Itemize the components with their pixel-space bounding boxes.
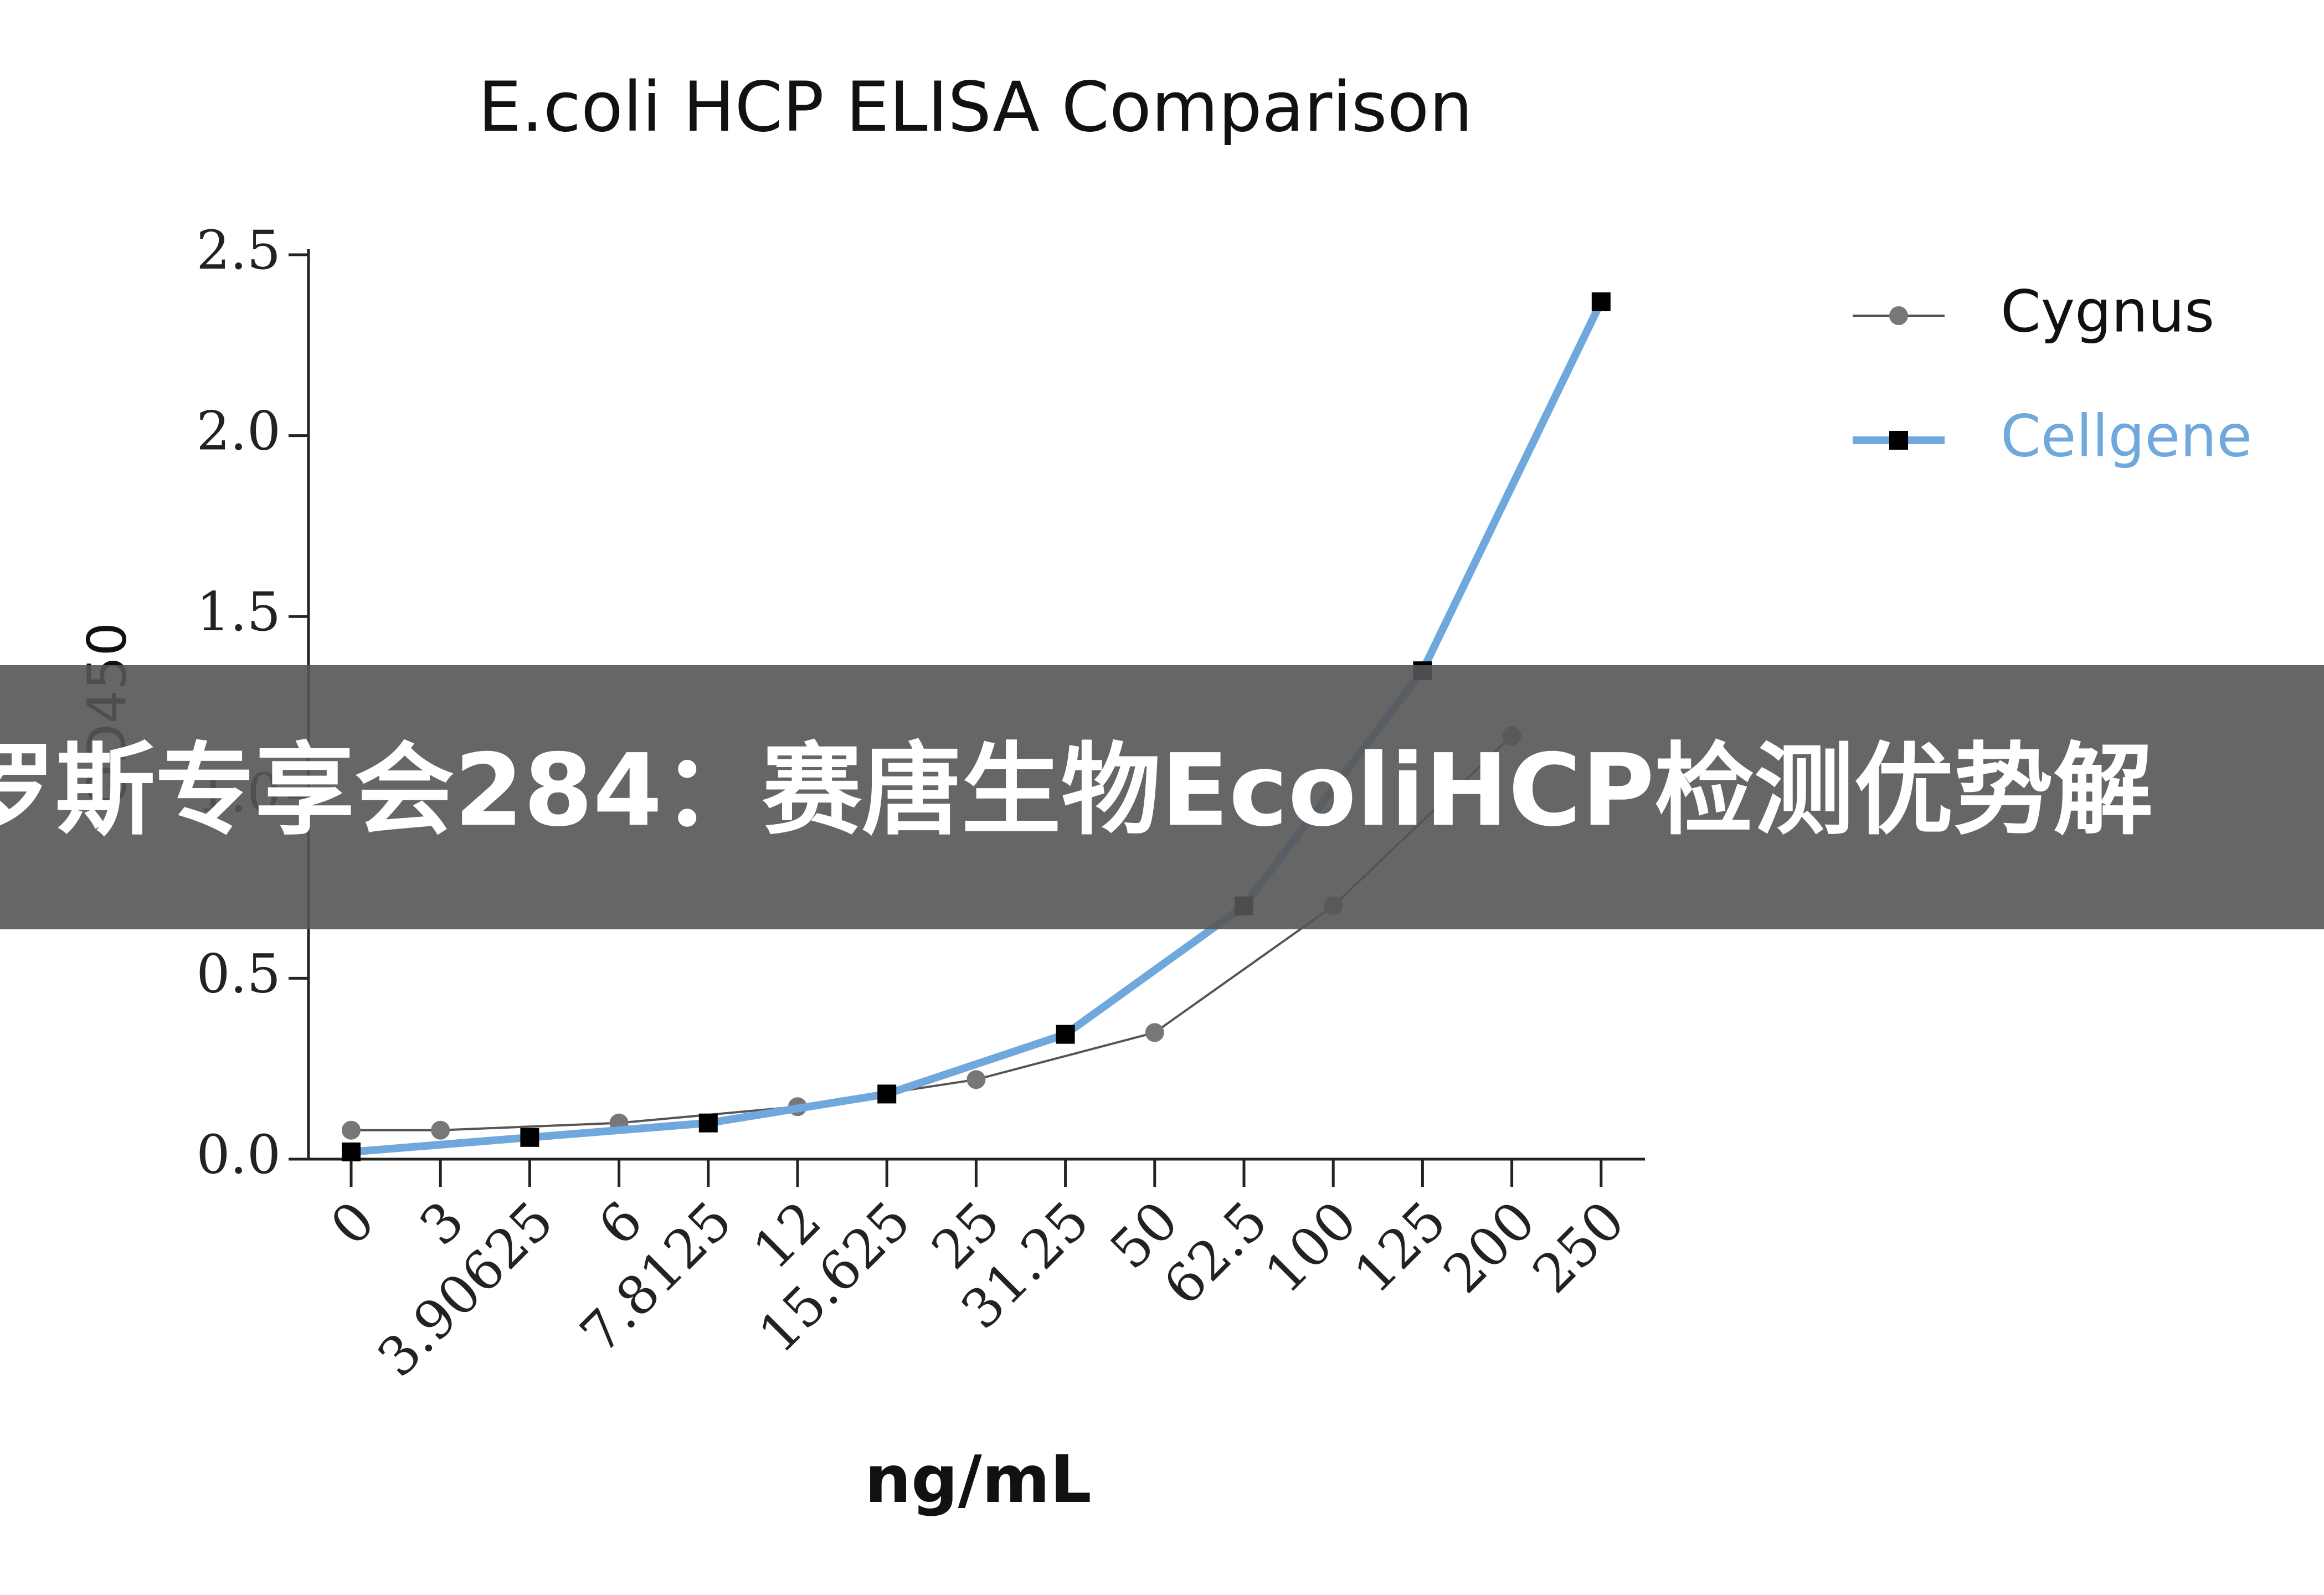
marker (342, 1120, 361, 1140)
chart-title: E.coli HCP ELISA Comparison (478, 68, 1473, 147)
x-tick-label: 125 (1343, 1190, 1458, 1305)
marker (1591, 292, 1611, 311)
banner-text: 罗斯专享会284：赛唐生物EcoliHCP检测优势解 (0, 733, 2153, 848)
x-tick-label: 3.90625 (366, 1190, 565, 1389)
x-tick-label: 250 (1521, 1190, 1637, 1305)
x-tick-label: 200 (1432, 1190, 1547, 1305)
marker (1145, 1023, 1164, 1042)
legend-marker (1889, 431, 1908, 450)
marker (342, 1142, 361, 1161)
banner (0, 665, 2324, 929)
y-tick-label: 1.5 (196, 581, 281, 643)
marker (1056, 1025, 1075, 1044)
marker (698, 1113, 718, 1133)
x-tick-label: 0 (319, 1190, 387, 1257)
y-tick-label: 0.0 (196, 1124, 281, 1186)
x-axis-label: ng/mL (865, 1441, 1092, 1517)
y-tick-label: 2.5 (196, 219, 281, 281)
marker (966, 1070, 986, 1089)
legend-label: Cygnus (2001, 277, 2214, 345)
y-tick-label: 0.5 (196, 943, 281, 1005)
marker (431, 1120, 450, 1140)
y-tick-label: 2.0 (196, 400, 281, 462)
x-tick-label: 100 (1253, 1190, 1369, 1305)
marker (520, 1128, 539, 1147)
marker (877, 1084, 897, 1104)
legend-label: Cellgene (2001, 402, 2252, 470)
legend-marker (1889, 306, 1908, 325)
